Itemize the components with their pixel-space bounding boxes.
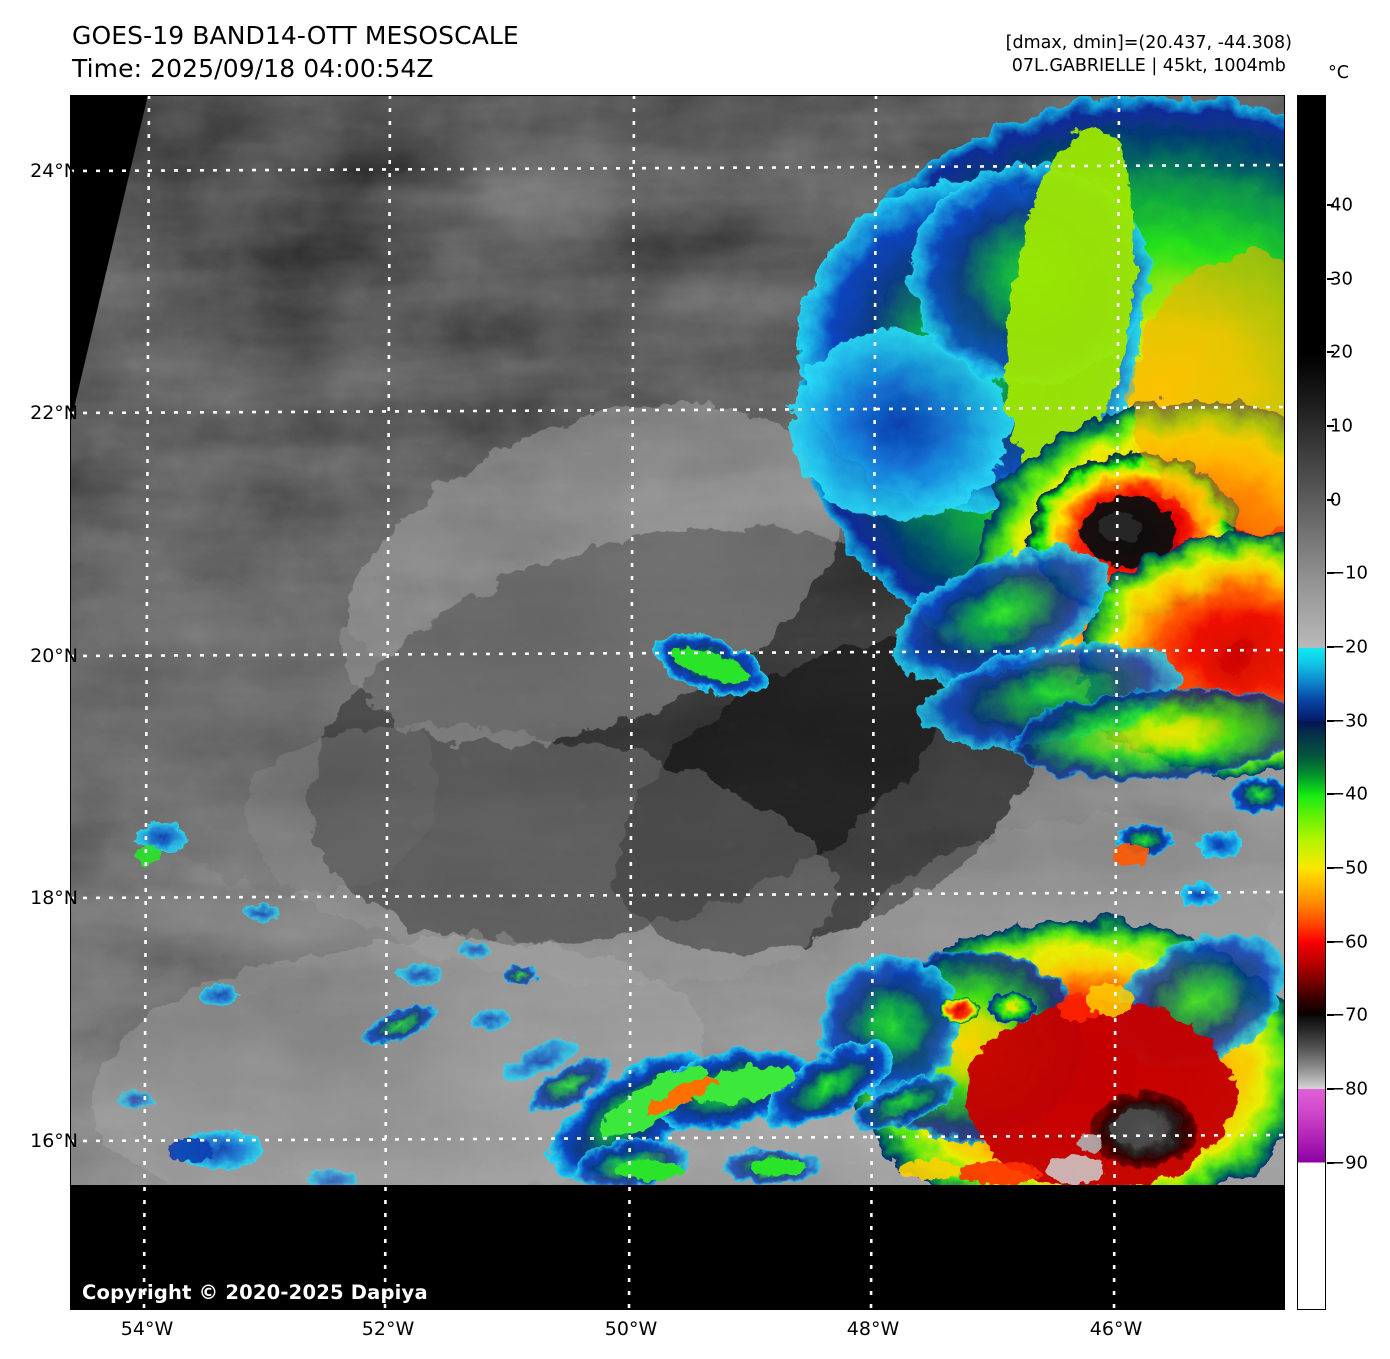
colorbar-tick-mark — [1327, 646, 1334, 648]
colorbar-tick-mark — [1327, 793, 1334, 795]
colorbar-tick-neg10: −10 — [1330, 562, 1368, 584]
colorbar-tick-0: 0 — [1330, 489, 1342, 511]
colorbar-tick-mark — [1327, 941, 1334, 943]
copyright-label: Copyright © 2020-2025 Dapiya — [82, 1281, 428, 1304]
lon-tick-52w: 52°W — [361, 1318, 415, 1340]
colorbar-tick-mark — [1327, 204, 1334, 206]
colorbar-tick-mark — [1327, 499, 1334, 501]
lat-tick-20n: 20°N — [30, 645, 78, 667]
colorbar-tick-mark — [1327, 867, 1334, 869]
colorbar-tick-mark — [1327, 1014, 1334, 1016]
lon-tick-54w: 54°W — [120, 1318, 174, 1340]
colorbar-tick-neg30: −30 — [1330, 710, 1368, 732]
colorbar-tick-mark — [1327, 1162, 1334, 1164]
lat-tick-18n: 18°N — [30, 887, 78, 909]
lon-tick-50w: 50°W — [604, 1318, 658, 1340]
colorbar-tick-neg50: −50 — [1330, 857, 1368, 879]
colorbar-tick-neg20: −20 — [1330, 636, 1368, 658]
colorbar-tick-mark — [1327, 425, 1334, 427]
lat-tick-24n: 24°N — [30, 160, 78, 182]
colorbar-tick-mark — [1327, 278, 1334, 280]
storm-info-label: 07L.GABRIELLE | 45kt, 1004mb — [1011, 56, 1286, 77]
colorbar-unit-label: °C — [1328, 63, 1349, 83]
timestamp-label: Time: 2025/09/18 04:00:54Z — [72, 53, 434, 83]
colorbar-tick-40: 40 — [1330, 194, 1353, 216]
colorbar-tick-neg70: −70 — [1330, 1004, 1368, 1026]
satellite-image-plot — [70, 95, 1285, 1310]
colorbar-tick-mark — [1327, 351, 1334, 353]
colorbar-tick-neg60: −60 — [1330, 931, 1368, 953]
colorbar-tick-mark — [1327, 1088, 1334, 1090]
colorbar-tick-neg80: −80 — [1330, 1078, 1368, 1100]
lon-tick-48w: 48°W — [846, 1318, 900, 1340]
lat-tick-16n: 16°N — [30, 1130, 78, 1152]
dmax-dmin-label: [dmax, dmin]=(20.437, -44.308) — [1005, 33, 1292, 53]
colorbar-tick-30: 30 — [1330, 268, 1353, 290]
colorbar-tick-mark — [1327, 720, 1334, 722]
colorbar-tick-neg40: −40 — [1330, 783, 1368, 805]
colorbar — [1297, 95, 1326, 1310]
colorbar-tick-10: 10 — [1330, 415, 1353, 437]
colorbar-tick-20: 20 — [1330, 341, 1353, 363]
colorbar-tick-mark — [1327, 572, 1334, 574]
lat-tick-22n: 22°N — [30, 402, 78, 424]
header-meta-block: [dmax, dmin]=(20.437, -44.308) 07L.GABRI… — [1006, 32, 1292, 78]
page-title: GOES-19 BAND14-OTT MESOSCALE — [72, 21, 519, 50]
header-title-block: GOES-19 BAND14-OTT MESOSCALE Time: 2025/… — [72, 20, 519, 85]
colorbar-tick-neg90: −90 — [1330, 1152, 1368, 1174]
lon-tick-46w: 46°W — [1089, 1318, 1143, 1340]
